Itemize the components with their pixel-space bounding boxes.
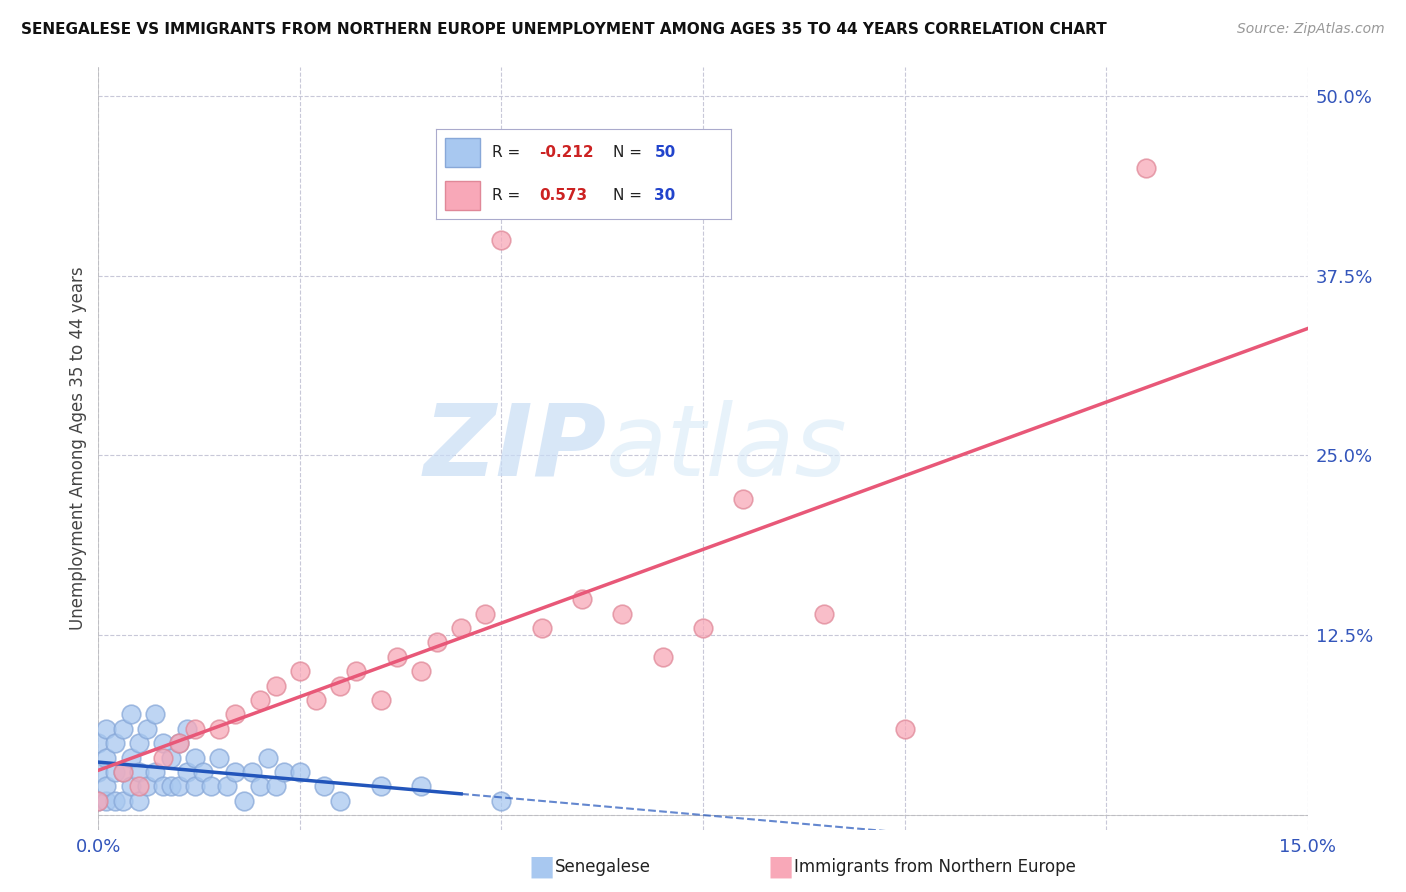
Point — [409, 780, 432, 794]
Point — [224, 764, 246, 779]
Point — [111, 764, 134, 779]
Text: 0.573: 0.573 — [540, 188, 588, 202]
Point — [370, 780, 392, 794]
Point — [103, 764, 125, 779]
Point — [128, 794, 150, 808]
Point — [491, 233, 513, 247]
Text: N =: N = — [613, 145, 647, 160]
Point — [200, 780, 222, 794]
Point — [651, 649, 673, 664]
Point — [813, 607, 835, 621]
Text: ZIP: ZIP — [423, 400, 606, 497]
Point — [120, 780, 142, 794]
Point — [96, 750, 118, 764]
Point — [135, 722, 157, 736]
Text: Source: ZipAtlas.com: Source: ZipAtlas.com — [1237, 22, 1385, 37]
Point — [249, 693, 271, 707]
Point — [426, 635, 449, 649]
Text: R =: R = — [492, 145, 524, 160]
Point — [176, 764, 198, 779]
Point — [184, 780, 207, 794]
Text: ■: ■ — [768, 853, 793, 881]
Point — [273, 764, 295, 779]
Point — [329, 794, 352, 808]
Point — [491, 794, 513, 808]
Point — [96, 780, 118, 794]
Point — [96, 722, 118, 736]
Point — [409, 665, 432, 679]
Point — [152, 780, 174, 794]
Point — [314, 780, 336, 794]
Point — [143, 764, 166, 779]
Point — [103, 736, 125, 750]
Point — [111, 722, 134, 736]
Point — [143, 707, 166, 722]
Point — [128, 736, 150, 750]
Point — [474, 607, 496, 621]
Point — [385, 649, 408, 664]
Point — [329, 679, 352, 693]
Text: 30: 30 — [654, 188, 676, 202]
Point — [128, 764, 150, 779]
Text: ■: ■ — [529, 853, 554, 881]
Text: 50: 50 — [654, 145, 676, 160]
Text: N =: N = — [613, 188, 647, 202]
Point — [249, 780, 271, 794]
Point — [1135, 161, 1157, 175]
Point — [176, 722, 198, 736]
Point — [152, 736, 174, 750]
Point — [167, 736, 190, 750]
Point — [111, 794, 134, 808]
Point — [288, 665, 311, 679]
Point — [167, 736, 190, 750]
Point — [184, 750, 207, 764]
Point — [217, 780, 239, 794]
Text: R =: R = — [492, 188, 524, 202]
Point — [264, 679, 287, 693]
Point — [208, 750, 231, 764]
Point — [87, 794, 110, 808]
Text: atlas: atlas — [606, 400, 848, 497]
Point — [135, 780, 157, 794]
Text: -0.212: -0.212 — [540, 145, 593, 160]
Point — [87, 736, 110, 750]
Point — [193, 764, 215, 779]
Point — [305, 693, 328, 707]
Y-axis label: Unemployment Among Ages 35 to 44 years: Unemployment Among Ages 35 to 44 years — [69, 267, 87, 630]
Point — [167, 780, 190, 794]
Point — [184, 722, 207, 736]
Point — [571, 592, 593, 607]
Point — [160, 780, 183, 794]
FancyBboxPatch shape — [444, 181, 481, 210]
Point — [87, 764, 110, 779]
Point — [208, 722, 231, 736]
Point — [232, 794, 254, 808]
Point — [612, 607, 634, 621]
Point — [128, 780, 150, 794]
Point — [893, 722, 915, 736]
Point — [450, 621, 472, 635]
Point — [103, 794, 125, 808]
Point — [264, 780, 287, 794]
Point — [224, 707, 246, 722]
Text: Immigrants from Northern Europe: Immigrants from Northern Europe — [794, 858, 1076, 876]
Point — [120, 707, 142, 722]
Point — [256, 750, 278, 764]
Text: Senegalese: Senegalese — [555, 858, 651, 876]
Point — [530, 621, 553, 635]
Point — [692, 621, 714, 635]
Point — [160, 750, 183, 764]
Point — [344, 665, 367, 679]
Point — [120, 750, 142, 764]
Point — [111, 764, 134, 779]
Point — [240, 764, 263, 779]
Point — [96, 794, 118, 808]
Point — [152, 750, 174, 764]
FancyBboxPatch shape — [444, 138, 481, 167]
Point — [87, 794, 110, 808]
Point — [288, 764, 311, 779]
Text: SENEGALESE VS IMMIGRANTS FROM NORTHERN EUROPE UNEMPLOYMENT AMONG AGES 35 TO 44 Y: SENEGALESE VS IMMIGRANTS FROM NORTHERN E… — [21, 22, 1107, 37]
Point — [733, 491, 755, 506]
Point — [370, 693, 392, 707]
